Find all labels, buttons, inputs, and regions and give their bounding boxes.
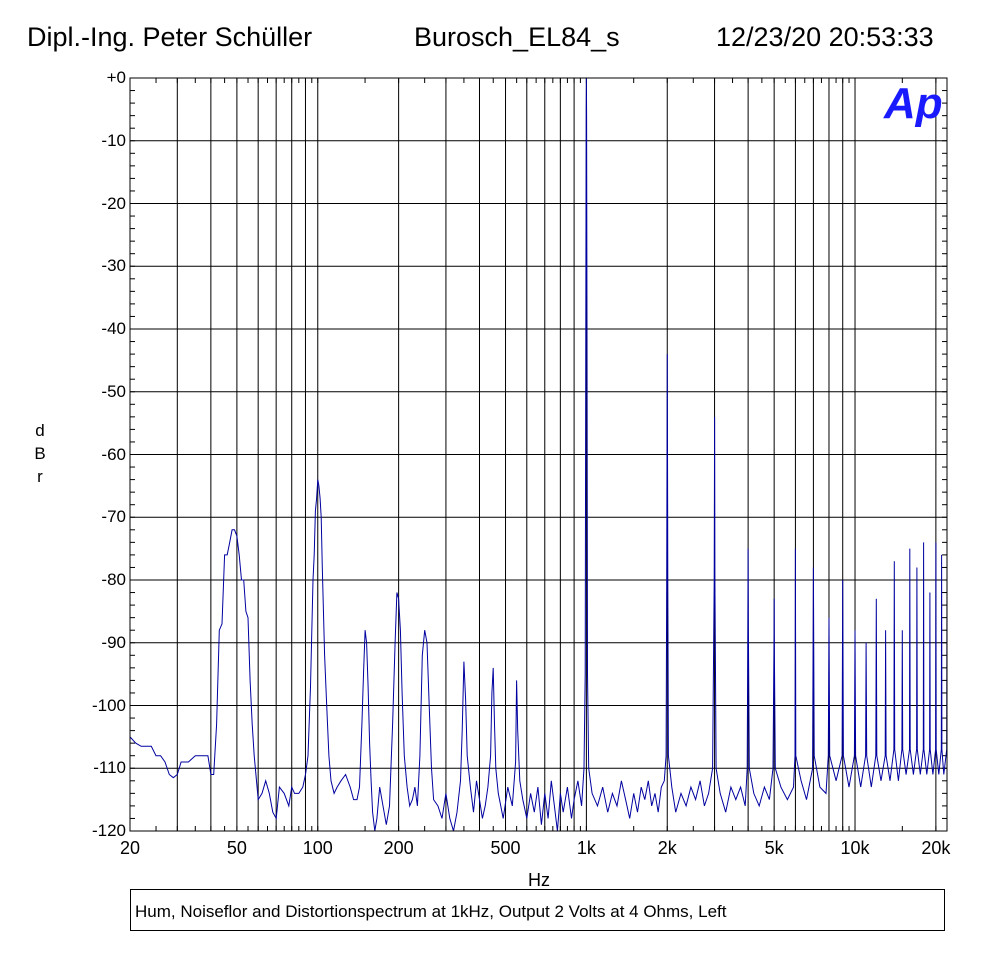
y-axis-label-b: B <box>34 444 46 463</box>
y-tick-label: -70 <box>101 507 126 527</box>
y-tick-label: -20 <box>101 193 126 213</box>
y-tick-label: -10 <box>101 130 126 150</box>
y-tick-label: -120 <box>91 821 126 840</box>
y-tick-label: +0 <box>106 68 126 87</box>
y-tick-label: -80 <box>101 570 126 589</box>
x-tick-label: 10k <box>840 838 870 858</box>
y-tick-label: -30 <box>101 256 126 276</box>
y-tick-label: -90 <box>101 632 126 652</box>
chart-caption: Hum, Noiseflor and Distortionspectrum at… <box>130 889 945 931</box>
y-tick-label: -100 <box>91 695 126 715</box>
x-tick-label: 20k <box>921 838 951 858</box>
header-title: Burosch_EL84_s <box>414 22 620 52</box>
axis-ticks <box>130 77 947 832</box>
x-tick-label: 200 <box>383 838 414 858</box>
y-tick-label: -50 <box>101 381 126 401</box>
header-datetime: 12/23/20 20:53:33 <box>716 22 934 52</box>
major-grid <box>130 78 947 831</box>
y-axis-label-r: r <box>37 467 43 486</box>
x-axis-label: Hz <box>528 870 550 890</box>
y-axis-label-d: d <box>35 421 45 440</box>
y-tick-label: -40 <box>101 319 126 338</box>
x-tick-label: 20 <box>119 838 141 858</box>
x-tick-label: 50 <box>226 838 247 858</box>
plot-frame <box>129 77 948 832</box>
x-tick-label: 5k <box>764 838 784 858</box>
y-tick-label: -110 <box>93 758 126 778</box>
x-tick-label: 500 <box>490 838 521 858</box>
header-author: Dipl.-Ing. Peter Schüller <box>27 22 313 52</box>
x-tick-label: 2k <box>657 838 677 858</box>
y-tick-label: -60 <box>101 444 126 464</box>
ap-logo: Ap <box>883 79 943 128</box>
x-tick-label: 100 <box>302 838 333 858</box>
x-tick-label: 1k <box>576 838 596 858</box>
